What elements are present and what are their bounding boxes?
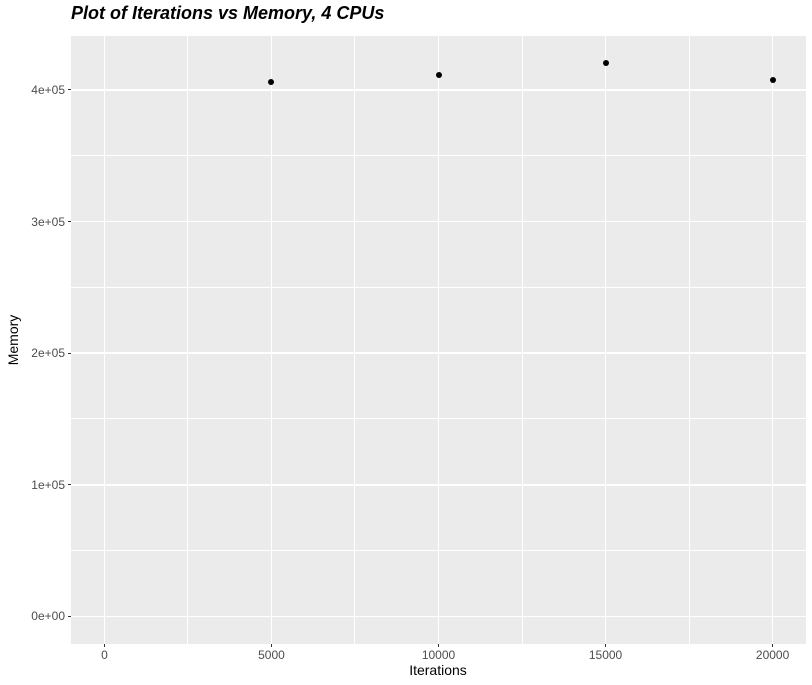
data-point (268, 78, 275, 85)
x-tick-mark (605, 644, 607, 647)
x-tick-label: 10000 (421, 648, 456, 662)
y-tick-mark (68, 221, 71, 223)
y-tick-mark (68, 89, 71, 91)
x-tick-label: 5000 (258, 648, 285, 662)
y-tick-label: 1e+05 (31, 477, 65, 492)
gridline-major-vertical (771, 36, 774, 644)
data-point (769, 76, 776, 83)
y-tick-label: 4e+05 (31, 82, 65, 97)
y-tick-mark (68, 352, 71, 354)
gridline-major-vertical (604, 36, 607, 644)
x-tick-label: 15000 (588, 648, 623, 662)
plot-title: Plot of Iterations vs Memory, 4 CPUs (71, 3, 385, 23)
x-tick-mark (270, 644, 272, 647)
x-axis-title: Iterations (409, 662, 467, 678)
gridline-major-vertical (270, 36, 273, 644)
gridline-minor-vertical (187, 36, 189, 644)
gridline-major-horizontal (71, 484, 806, 486)
gridline-minor-vertical (688, 36, 690, 644)
gridline-major-horizontal (71, 615, 806, 618)
gridline-minor-vertical (521, 36, 523, 644)
x-tick-mark (438, 644, 439, 647)
y-tick-label: 0e+00 (31, 609, 65, 624)
data-point (602, 59, 609, 66)
gridline-major-horizontal (71, 352, 806, 354)
x-tick-label: 0 (101, 648, 108, 662)
y-tick-label: 3e+05 (31, 214, 65, 229)
gridline-major-horizontal (71, 220, 806, 223)
x-tick-mark (103, 644, 105, 647)
x-tick-mark (772, 644, 774, 647)
data-point (435, 71, 442, 78)
x-tick-label: 20000 (755, 648, 790, 662)
gridline-major-vertical (103, 36, 106, 644)
y-tick-mark (68, 615, 71, 617)
y-tick-mark (68, 484, 71, 486)
y-tick-label: 2e+05 (31, 346, 65, 361)
gridline-major-horizontal (71, 89, 806, 91)
gridline-minor-vertical (354, 36, 356, 644)
gridline-major-vertical (437, 36, 440, 644)
